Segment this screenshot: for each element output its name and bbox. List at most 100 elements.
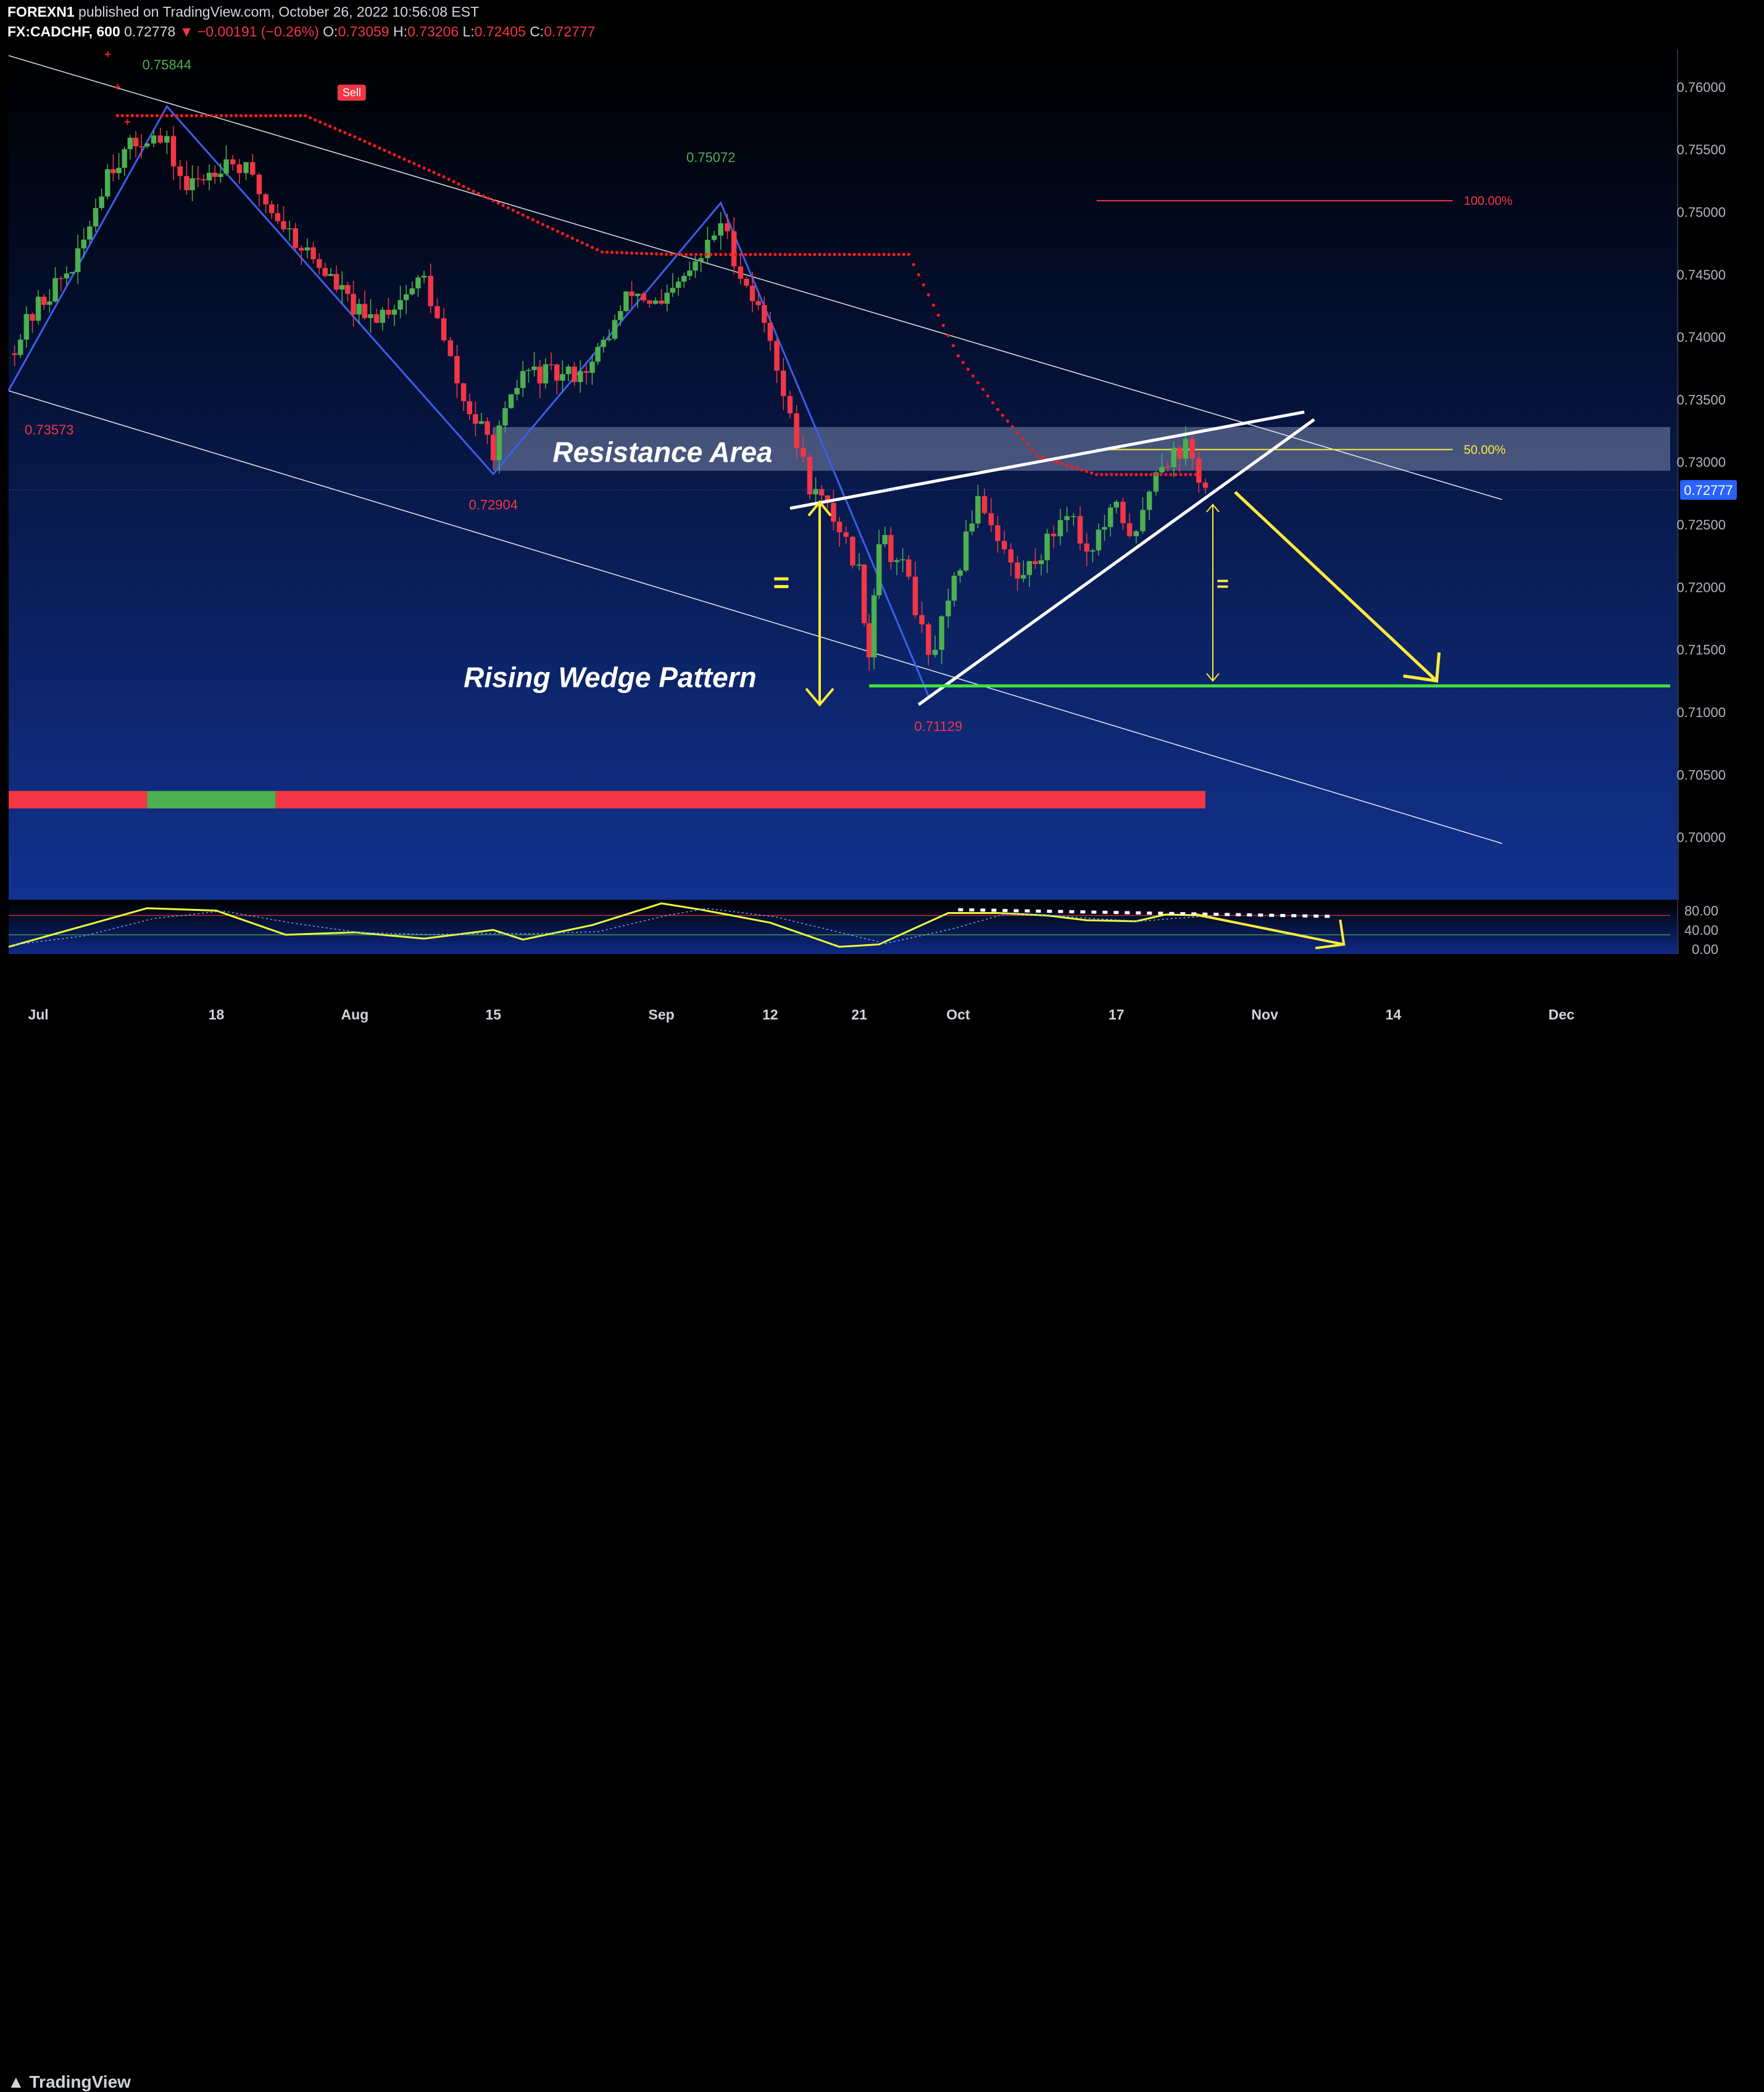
candle-body xyxy=(64,273,70,279)
supertrend-dot xyxy=(615,251,619,254)
price-tick-label: 0.74500 xyxy=(1676,267,1726,283)
candle-body xyxy=(1102,527,1107,530)
supertrend-dot xyxy=(1030,448,1034,452)
target-arrow-line xyxy=(1234,491,1438,683)
supertrend-dot xyxy=(634,251,639,255)
candle-body xyxy=(316,259,322,268)
candle-body xyxy=(725,223,730,231)
candle-body xyxy=(1146,491,1152,510)
low-value: 0.72405 xyxy=(474,23,526,39)
supertrend-dot xyxy=(318,120,322,124)
supertrend-dot xyxy=(857,252,861,256)
supertrend-dot xyxy=(560,231,564,236)
candle-body xyxy=(514,388,520,394)
candle-body xyxy=(1090,550,1096,552)
supertrend-dot xyxy=(427,168,431,172)
candle-body xyxy=(275,213,281,222)
supertrend-dot xyxy=(541,223,544,226)
supertrend-dot xyxy=(981,388,985,391)
price-chart[interactable]: 100.00% 50.00% + + + Sell = = 0.76000 0.75500 0… xyxy=(0,47,1764,1032)
time-tick-label: 17 xyxy=(1109,1007,1125,1023)
candle-body xyxy=(957,570,963,576)
publisher-name[interactable]: FOREXN1 xyxy=(7,4,75,20)
supertrend-dot xyxy=(254,114,258,118)
swing-label: 0.71129 xyxy=(914,718,962,734)
candle-body xyxy=(905,559,912,577)
candle-body xyxy=(1051,533,1057,537)
price-tick-label: 0.75500 xyxy=(1676,142,1726,157)
supertrend-dot xyxy=(852,252,856,256)
supertrend-dot xyxy=(180,114,184,118)
supertrend-dot xyxy=(506,206,510,210)
candle-body xyxy=(738,266,744,279)
target-arrow-head xyxy=(1403,652,1441,683)
time-tick-label: 14 xyxy=(1386,1007,1402,1023)
supertrend-dot xyxy=(941,323,945,327)
candle-body xyxy=(919,615,925,625)
supertrend-dot xyxy=(437,173,441,176)
supertrend-dot xyxy=(214,114,218,118)
candle-body xyxy=(882,535,888,544)
candle-body xyxy=(1064,516,1070,520)
candle-body xyxy=(243,162,249,173)
supertrend-dot xyxy=(665,252,668,256)
candle-body xyxy=(687,270,693,276)
candle-body xyxy=(629,291,634,296)
supertrend-dot xyxy=(684,252,688,256)
candle-body xyxy=(1033,561,1038,564)
candle-body xyxy=(912,576,918,615)
supertrend-dot: + xyxy=(124,116,131,128)
oscillator-line xyxy=(8,902,1206,948)
high-label: H: xyxy=(393,23,407,39)
supertrend-dot xyxy=(585,243,589,247)
candle-body xyxy=(634,293,641,296)
supertrend-dot xyxy=(630,251,634,255)
open-label: O: xyxy=(323,23,338,39)
tradingview-logo[interactable]: ▲ TradingView xyxy=(7,2072,131,2092)
supertrend-dot xyxy=(501,204,505,207)
supertrend-dot xyxy=(818,252,822,256)
candle-body xyxy=(269,204,275,214)
brand-name: TradingView xyxy=(29,2072,131,2091)
sell-signal-badge xyxy=(337,85,366,101)
supertrend-dot xyxy=(1040,455,1044,459)
supertrend-dot xyxy=(476,192,480,196)
candle-body xyxy=(195,178,201,180)
supertrend-dot xyxy=(165,114,168,118)
supertrend-dot xyxy=(1189,473,1192,476)
supertrend-dot xyxy=(887,252,891,256)
supertrend-dot xyxy=(511,209,515,212)
supertrend-dot xyxy=(546,225,549,229)
candle-body xyxy=(767,323,773,341)
supertrend-dot xyxy=(1125,473,1128,476)
equal-sign-left: = xyxy=(773,566,789,598)
candle-body xyxy=(127,138,133,149)
candle-body xyxy=(520,371,526,388)
supertrend-dot xyxy=(368,142,372,146)
oscillator-tick-label: 0.00 xyxy=(1692,942,1718,957)
supertrend-dot xyxy=(199,114,204,118)
supertrend-dot xyxy=(1105,473,1109,476)
supertrend-dot xyxy=(1010,425,1015,429)
candle-body xyxy=(447,340,454,356)
supertrend-dot xyxy=(793,252,797,256)
supertrend-dot xyxy=(1005,419,1010,423)
supertrend-dot xyxy=(309,116,312,120)
candle-body xyxy=(435,306,440,318)
supertrend-dot xyxy=(734,252,738,256)
candle-body xyxy=(801,448,806,457)
price-tick-label: 0.70000 xyxy=(1676,830,1726,845)
supertrend-dot xyxy=(1070,465,1074,468)
candle-body xyxy=(47,301,52,305)
candle-body xyxy=(526,370,531,371)
candle-body xyxy=(502,408,508,426)
candle-body xyxy=(1159,467,1165,473)
low-label: L: xyxy=(462,23,475,39)
candle-body xyxy=(623,291,629,312)
supertrend-dot xyxy=(1184,473,1188,476)
supertrend-dot xyxy=(358,137,362,141)
symbol-name[interactable]: FX:CADCHF, 600 xyxy=(7,23,120,39)
supertrend-dot xyxy=(422,166,426,170)
candle-body xyxy=(939,616,944,650)
arrow-head-down xyxy=(805,687,834,707)
